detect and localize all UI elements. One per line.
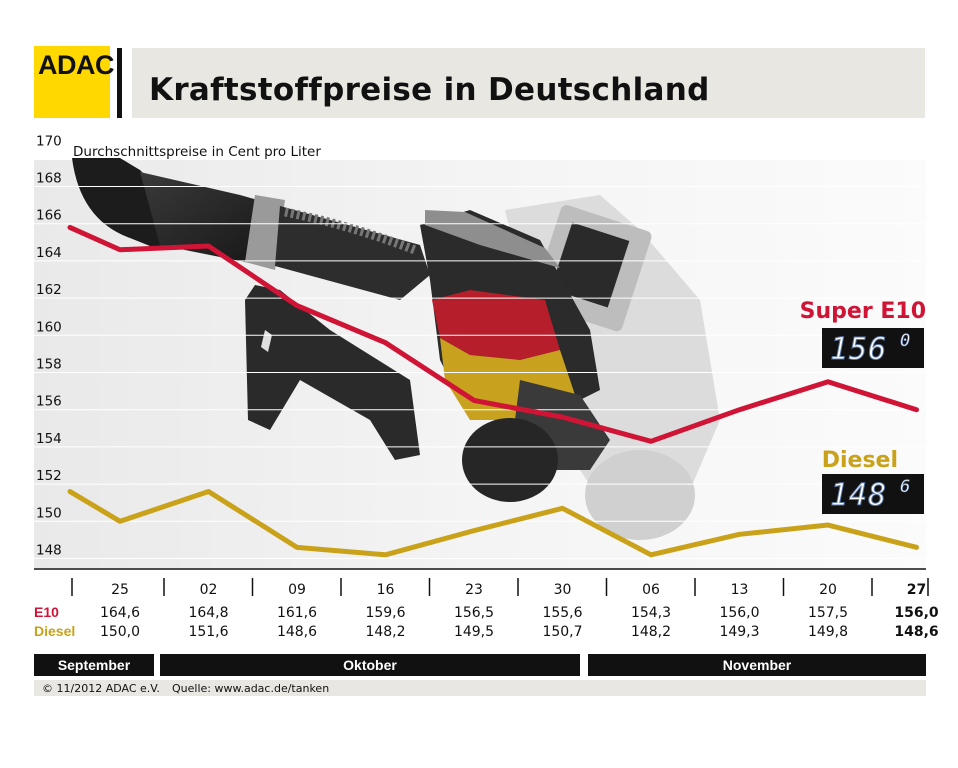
y-tick-label: 152 [36, 468, 62, 484]
title-divider [117, 48, 122, 118]
data-label: 150,0 [100, 624, 140, 640]
data-label: 148,6 [894, 624, 938, 640]
x-tick-label: 13 [731, 582, 749, 598]
month-bar [34, 654, 154, 676]
data-label: 157,5 [808, 605, 848, 621]
source-text: Quelle: www.adac.de/tanken [172, 682, 330, 695]
data-label: 148,2 [631, 624, 671, 640]
data-label: 154,3 [631, 605, 671, 621]
month-label: September [58, 657, 131, 673]
data-label: 155,6 [542, 605, 582, 621]
page-title: Kraftstoffpreise in Deutschland [149, 72, 710, 108]
x-tick-label: 09 [288, 582, 306, 598]
price-display-digits: 148 [830, 478, 887, 513]
fuel-nozzle-image [72, 158, 720, 540]
y-tick-label: 162 [36, 282, 62, 298]
y-tick-label: 170 [36, 133, 62, 149]
data-label: 161,6 [277, 605, 317, 621]
y-tick-label: 158 [36, 357, 62, 373]
price-display [822, 474, 924, 514]
y-tick-label: 168 [36, 171, 62, 187]
legend-diesel: Diesel [822, 448, 898, 473]
x-tick-label: 02 [200, 582, 218, 598]
data-label: 156,0 [894, 605, 939, 621]
y-tick-label: 160 [36, 319, 62, 335]
data-label: 164,8 [188, 605, 228, 621]
data-label: 150,7 [542, 624, 582, 640]
price-display [822, 328, 924, 368]
month-bar [160, 654, 580, 676]
e10-line [67, 224, 919, 444]
month-label: Oktober [343, 657, 397, 673]
x-tick-label: 16 [377, 582, 395, 598]
data-label: 149,3 [719, 624, 759, 640]
y-tick-label: 150 [36, 505, 62, 521]
data-label: 148,6 [277, 624, 317, 640]
data-label: 151,6 [188, 624, 228, 640]
price-display-decimal: 0 [900, 331, 910, 351]
x-tick-label: 20 [819, 582, 837, 598]
footer-bar [34, 680, 926, 696]
x-tick-label: 06 [642, 582, 660, 598]
diesel-line [67, 489, 919, 558]
y-tick-label: 154 [36, 431, 62, 447]
data-label: 164,6 [100, 605, 140, 621]
row-label-e10: E10 [34, 604, 59, 620]
data-label: 148,2 [365, 624, 405, 640]
row-label-diesel: Diesel [34, 623, 75, 639]
month-bar [588, 654, 926, 676]
logo-text: ADAC [38, 50, 115, 80]
y-axis-label: Durchschnittspreise in Cent pro Liter [73, 144, 321, 160]
data-label: 156,0 [719, 605, 759, 621]
y-tick-label: 166 [36, 208, 62, 224]
data-label: 159,6 [365, 605, 405, 621]
price-display-digits: 156 [830, 332, 887, 367]
price-display-decimal: 6 [900, 477, 910, 497]
x-tick-label: 30 [554, 582, 572, 598]
y-tick-label: 148 [36, 543, 62, 559]
data-label: 156,5 [454, 605, 494, 621]
y-tick-label: 156 [36, 394, 62, 410]
legend-e10: Super E10 [800, 299, 926, 324]
data-label: 149,5 [454, 624, 494, 640]
x-tick-label: 27 [907, 582, 926, 598]
y-tick-label: 164 [36, 245, 62, 261]
x-tick-label: 23 [465, 582, 483, 598]
copyright-text: © 11/2012 ADAC e.V. [42, 682, 160, 695]
data-label: 149,8 [808, 624, 848, 640]
month-label: November [723, 657, 792, 673]
x-tick-label: 25 [111, 582, 129, 598]
adac-logo: ADAC [34, 46, 115, 118]
title-box: Kraftstoffpreise in Deutschland [132, 48, 925, 118]
